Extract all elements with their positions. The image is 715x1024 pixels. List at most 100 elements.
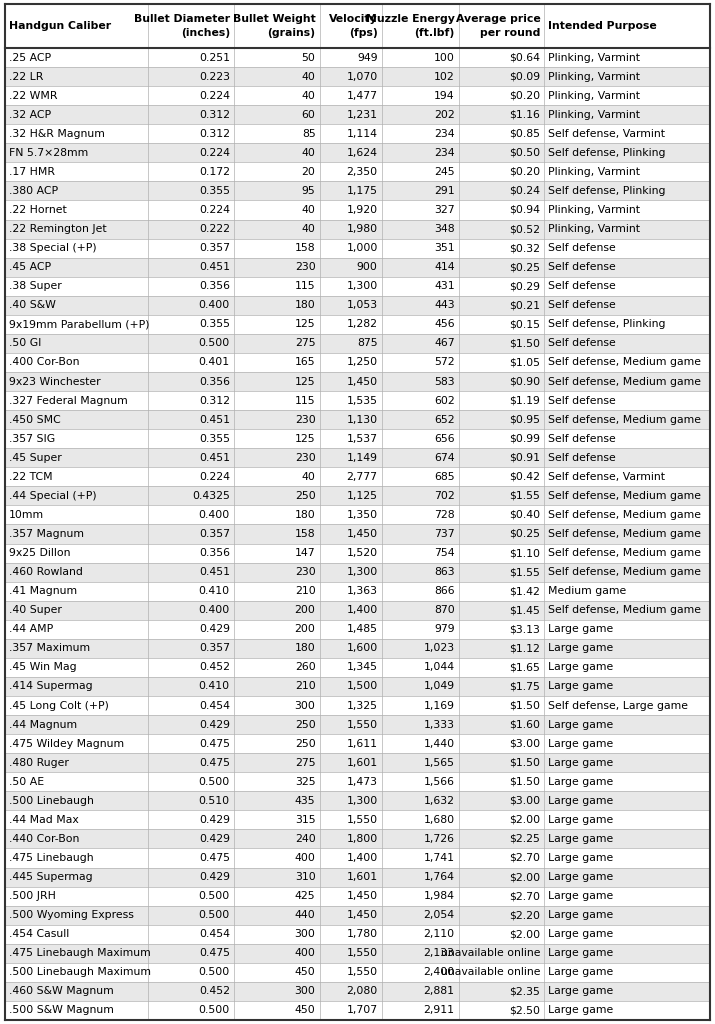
Bar xyxy=(5,449,710,467)
Text: .475 Wildey Magnum: .475 Wildey Magnum xyxy=(9,738,124,749)
Text: 0.454: 0.454 xyxy=(199,700,230,711)
Text: $0.24: $0.24 xyxy=(509,186,541,196)
Text: 737: 737 xyxy=(434,529,455,539)
Text: Self defense: Self defense xyxy=(548,395,616,406)
Text: 0.400: 0.400 xyxy=(199,300,230,310)
Bar xyxy=(5,620,710,639)
Text: 1,477: 1,477 xyxy=(347,91,378,100)
Text: 0.400: 0.400 xyxy=(199,510,230,520)
Text: 0.451: 0.451 xyxy=(199,453,230,463)
Text: 0.357: 0.357 xyxy=(199,243,230,253)
Text: 50: 50 xyxy=(302,52,315,62)
Text: 180: 180 xyxy=(295,643,315,653)
Text: Self defense, Medium game: Self defense, Medium game xyxy=(548,377,701,386)
Text: $3.00: $3.00 xyxy=(509,738,541,749)
Text: $1.50: $1.50 xyxy=(509,758,541,768)
Text: Large game: Large game xyxy=(548,815,613,825)
Text: Self defense, Medium game: Self defense, Medium game xyxy=(548,415,701,425)
Text: 1,566: 1,566 xyxy=(423,777,455,786)
Bar xyxy=(5,544,710,562)
Text: Self defense, Plinking: Self defense, Plinking xyxy=(548,186,666,196)
Bar xyxy=(5,905,710,925)
Bar xyxy=(5,696,710,715)
Text: Large game: Large game xyxy=(548,910,613,921)
Text: Large game: Large game xyxy=(548,738,613,749)
Text: .45 ACP: .45 ACP xyxy=(9,262,51,272)
Text: 40: 40 xyxy=(302,472,315,482)
Text: 1,601: 1,601 xyxy=(347,872,378,882)
Text: .400 Cor-Bon: .400 Cor-Bon xyxy=(9,357,79,368)
Text: 0.400: 0.400 xyxy=(199,605,230,615)
Text: 310: 310 xyxy=(295,872,315,882)
Text: Self defense: Self defense xyxy=(548,338,616,348)
Text: Medium game: Medium game xyxy=(548,586,626,596)
Text: 230: 230 xyxy=(295,567,315,578)
Text: .44 AMP: .44 AMP xyxy=(9,625,53,634)
Text: $0.91: $0.91 xyxy=(509,453,541,463)
Text: Large game: Large game xyxy=(548,929,613,939)
Text: .500 Linebaugh Maximum: .500 Linebaugh Maximum xyxy=(9,968,151,977)
Bar xyxy=(5,163,710,181)
Text: 0.500: 0.500 xyxy=(199,891,230,901)
Text: .32 ACP: .32 ACP xyxy=(9,110,51,120)
Text: .50 GI: .50 GI xyxy=(9,338,41,348)
Text: Self defense, Varmint: Self defense, Varmint xyxy=(548,472,666,482)
Text: $2.00: $2.00 xyxy=(509,929,541,939)
Text: .357 Maximum: .357 Maximum xyxy=(9,643,90,653)
Text: 250: 250 xyxy=(295,490,315,501)
Text: 260: 260 xyxy=(295,663,315,673)
Text: 602: 602 xyxy=(434,395,455,406)
Text: 0.355: 0.355 xyxy=(199,434,230,443)
Text: Velocity: Velocity xyxy=(329,14,378,24)
Text: .460 S&W Magnum: .460 S&W Magnum xyxy=(9,986,114,996)
Text: $0.32: $0.32 xyxy=(509,243,541,253)
Text: 158: 158 xyxy=(295,243,315,253)
Text: 1,250: 1,250 xyxy=(347,357,378,368)
Text: 1,231: 1,231 xyxy=(347,110,378,120)
Text: $0.50: $0.50 xyxy=(509,147,541,158)
Text: $3.13: $3.13 xyxy=(510,625,541,634)
Text: 1,044: 1,044 xyxy=(423,663,455,673)
Text: 250: 250 xyxy=(295,720,315,729)
Text: 234: 234 xyxy=(434,147,455,158)
Text: Self defense: Self defense xyxy=(548,434,616,443)
Text: $0.15: $0.15 xyxy=(509,319,541,330)
Text: $1.10: $1.10 xyxy=(509,548,541,558)
Text: 2,881: 2,881 xyxy=(423,986,455,996)
Bar xyxy=(5,1000,710,1020)
Text: 435: 435 xyxy=(295,796,315,806)
Text: 1,535: 1,535 xyxy=(347,395,378,406)
Text: Plinking, Varmint: Plinking, Varmint xyxy=(548,224,641,234)
Text: $0.20: $0.20 xyxy=(509,91,541,100)
Text: .32 H&R Magnum: .32 H&R Magnum xyxy=(9,129,105,139)
Text: $1.50: $1.50 xyxy=(509,777,541,786)
Text: 414: 414 xyxy=(434,262,455,272)
Text: $1.50: $1.50 xyxy=(509,700,541,711)
Text: 0.500: 0.500 xyxy=(199,968,230,977)
Text: 0.356: 0.356 xyxy=(199,377,230,386)
Bar xyxy=(5,314,710,334)
Text: 0.429: 0.429 xyxy=(199,834,230,844)
Text: 1,325: 1,325 xyxy=(347,700,378,711)
Text: .45 Win Mag: .45 Win Mag xyxy=(9,663,77,673)
Text: 1,114: 1,114 xyxy=(347,129,378,139)
Text: 1,485: 1,485 xyxy=(347,625,378,634)
Text: 0.500: 0.500 xyxy=(199,338,230,348)
Text: Self defense, Varmint: Self defense, Varmint xyxy=(548,129,666,139)
Bar xyxy=(5,124,710,143)
Text: 102: 102 xyxy=(434,72,455,82)
Text: 0.224: 0.224 xyxy=(199,205,230,215)
Text: 685: 685 xyxy=(434,472,455,482)
Text: Self defense: Self defense xyxy=(548,282,616,291)
Text: 1,632: 1,632 xyxy=(423,796,455,806)
Bar xyxy=(5,867,710,887)
Text: 0.510: 0.510 xyxy=(199,796,230,806)
Bar xyxy=(5,734,710,754)
Text: $1.65: $1.65 xyxy=(510,663,541,673)
Bar xyxy=(5,296,710,314)
Text: $1.05: $1.05 xyxy=(509,357,541,368)
Text: Large game: Large game xyxy=(548,968,613,977)
Bar xyxy=(5,239,710,258)
Text: 95: 95 xyxy=(302,186,315,196)
Text: 0.4325: 0.4325 xyxy=(192,490,230,501)
